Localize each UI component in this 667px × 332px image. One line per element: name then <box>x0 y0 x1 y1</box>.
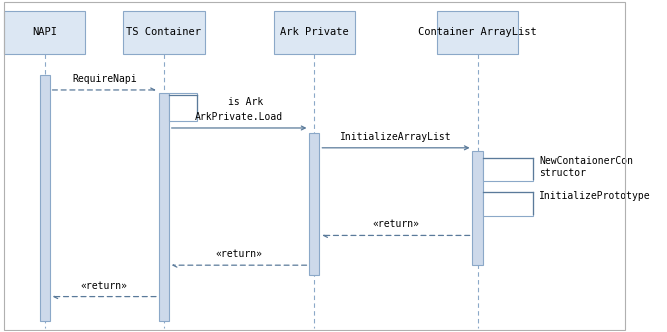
Text: TS Container: TS Container <box>126 27 201 37</box>
Bar <box>309 133 319 275</box>
Bar <box>437 11 518 53</box>
Bar <box>159 93 169 321</box>
Bar <box>39 75 49 321</box>
Text: Ark Private: Ark Private <box>280 27 349 37</box>
Bar <box>169 93 197 122</box>
Bar <box>273 11 355 53</box>
Bar <box>482 193 533 215</box>
Text: is Ark: is Ark <box>228 97 263 107</box>
Text: InitializePrototype: InitializePrototype <box>539 191 650 201</box>
Text: «return»: «return» <box>372 219 420 229</box>
Bar <box>472 151 482 265</box>
Text: RequireNapi: RequireNapi <box>72 74 137 84</box>
Text: NAPI: NAPI <box>32 27 57 37</box>
Bar <box>482 158 533 181</box>
Text: ArkPrivate.Load: ArkPrivate.Load <box>195 112 283 122</box>
Bar <box>123 11 205 53</box>
Text: NewContaionerCon
structor: NewContaionerCon structor <box>539 156 633 178</box>
Text: «return»: «return» <box>81 281 127 290</box>
Bar <box>4 11 85 53</box>
Text: «return»: «return» <box>215 249 263 259</box>
Text: Container ArrayList: Container ArrayList <box>418 27 537 37</box>
Text: InitializeArrayList: InitializeArrayList <box>340 132 452 142</box>
